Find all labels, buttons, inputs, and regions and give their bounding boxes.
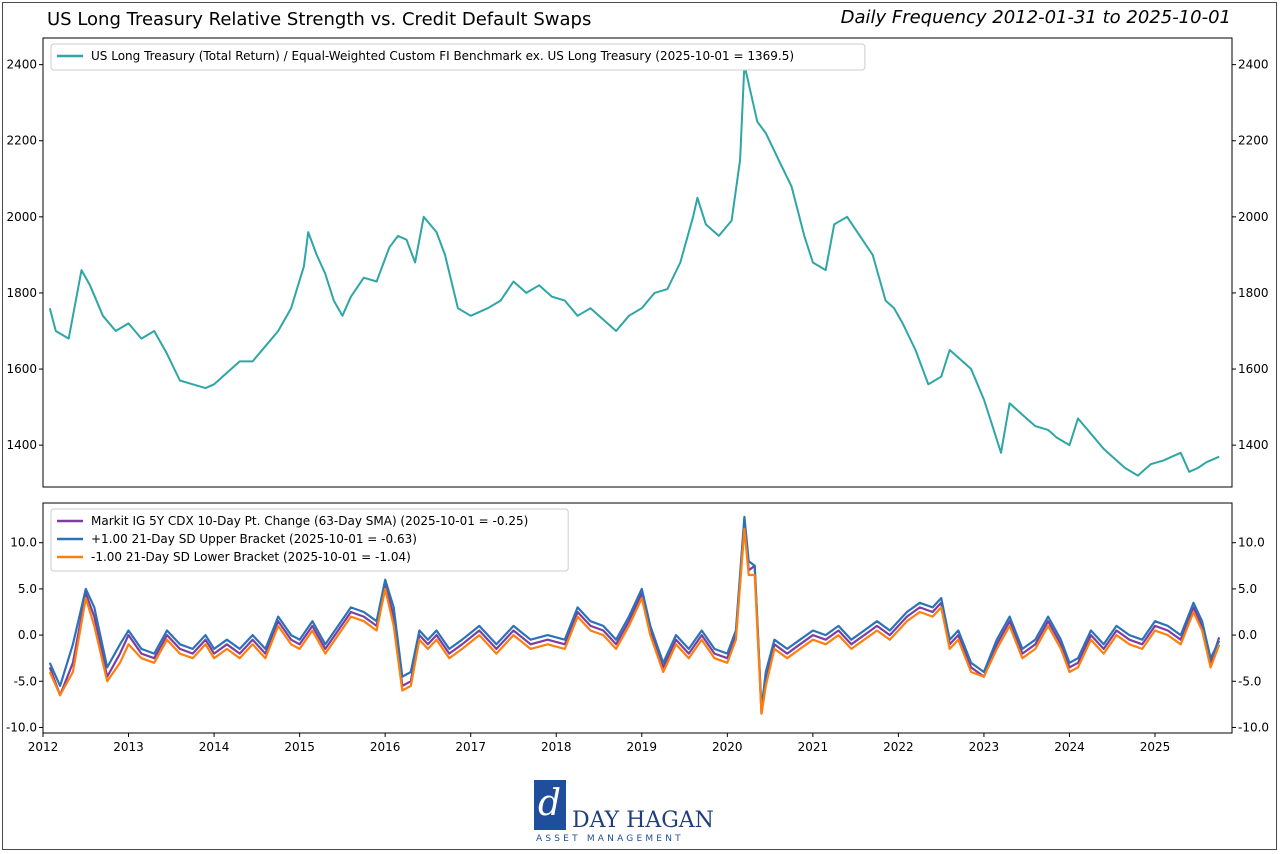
xtick-label: 2015 <box>284 740 315 754</box>
panel-1-ytick-label-left: 10.0 <box>10 536 37 550</box>
panel-0-ytick-label-right: 1400 <box>1238 438 1269 452</box>
xtick-label: 2013 <box>113 740 144 754</box>
panel-0-ytick-label-left: 2400 <box>6 58 37 72</box>
logo-subtitle: ASSET MANAGEMENT <box>536 834 684 844</box>
logo-name: DAY HAGAN <box>572 808 714 833</box>
xtick-label: 2018 <box>541 740 572 754</box>
panel-1-legend-box <box>50 508 569 572</box>
panel-1-ytick-label-right: 0.0 <box>1238 628 1257 642</box>
series-line-1-0 <box>48 518 1221 715</box>
panel-1-ytick-label-left: 5.0 <box>18 582 37 596</box>
panel-0-ytick-label-left: 2000 <box>6 210 37 224</box>
xtick-label: 2014 <box>199 740 230 754</box>
panel-1-ytick-label-right: 10.0 <box>1238 536 1265 550</box>
logo-mark-icon: d <box>534 780 566 830</box>
legend-label-0-0: US Long Treasury (Total Return) / Equal-… <box>91 49 794 63</box>
series-line-0-0 <box>48 63 1220 477</box>
panel-1-ytick-label-left: -5.0 <box>14 674 37 688</box>
xtick-label: 2024 <box>1054 740 1085 754</box>
legend-label-1-2: -1.00 21-Day SD Lower Bracket (2025-10-0… <box>91 550 411 564</box>
xtick-label: 2025 <box>1140 740 1171 754</box>
xtick-label: 2023 <box>969 740 1000 754</box>
xtick-label: 2019 <box>627 740 658 754</box>
xtick-label: 2016 <box>370 740 401 754</box>
panel-1-ytick-label-left: -10.0 <box>6 720 37 734</box>
panel-0-ytick-label-right: 2000 <box>1238 210 1269 224</box>
panel-0-series-group <box>48 63 1220 477</box>
panel-1-series-group <box>48 515 1221 715</box>
xtick-label: 2017 <box>455 740 486 754</box>
panel-0-axes-box <box>42 37 1233 488</box>
panel-0-ytick-label-left: 1800 <box>6 286 37 300</box>
panel-1-ytick-label-right: -5.0 <box>1238 674 1261 688</box>
xtick-label: 2012 <box>28 740 59 754</box>
panel-0-ytick-label-left: 2200 <box>6 134 37 148</box>
chart-subtitle: Daily Frequency 2012-01-31 to 2025-10-01 <box>840 7 1231 28</box>
chart-title: US Long Treasury Relative Strength vs. C… <box>47 9 592 30</box>
xtick-label: 2021 <box>798 740 829 754</box>
xtick-label: 2020 <box>712 740 743 754</box>
panel-1-ytick-label-left: 0.0 <box>18 628 37 642</box>
panel-0-ytick-label-left: 1600 <box>6 362 37 376</box>
panel-0-ytick-label-left: 1400 <box>6 438 37 452</box>
panel-0-legend-box <box>50 43 866 71</box>
series-line-1-1 <box>48 515 1221 711</box>
day-hagan-logo: d DAY HAGAN ASSET MANAGEMENT <box>534 780 714 846</box>
legend-label-1-1: +1.00 21-Day SD Upper Bracket (2025-10-0… <box>91 532 417 546</box>
xtick-label: 2022 <box>883 740 914 754</box>
panel-0-ytick-label-right: 1600 <box>1238 362 1269 376</box>
panel-1-axes-box <box>42 502 1233 734</box>
panel-1-ytick-label-right: 5.0 <box>1238 582 1257 596</box>
series-line-1-2 <box>48 527 1221 715</box>
panel-0-ytick-label-right: 1800 <box>1238 286 1269 300</box>
legend-label-1-0: Markit IG 5Y CDX 10-Day Pt. Change (63-D… <box>91 514 528 528</box>
panel-0-ytick-label-right: 2400 <box>1238 58 1269 72</box>
panel-0-ytick-label-right: 2200 <box>1238 134 1269 148</box>
panel-1-ytick-label-right: -10.0 <box>1238 720 1269 734</box>
